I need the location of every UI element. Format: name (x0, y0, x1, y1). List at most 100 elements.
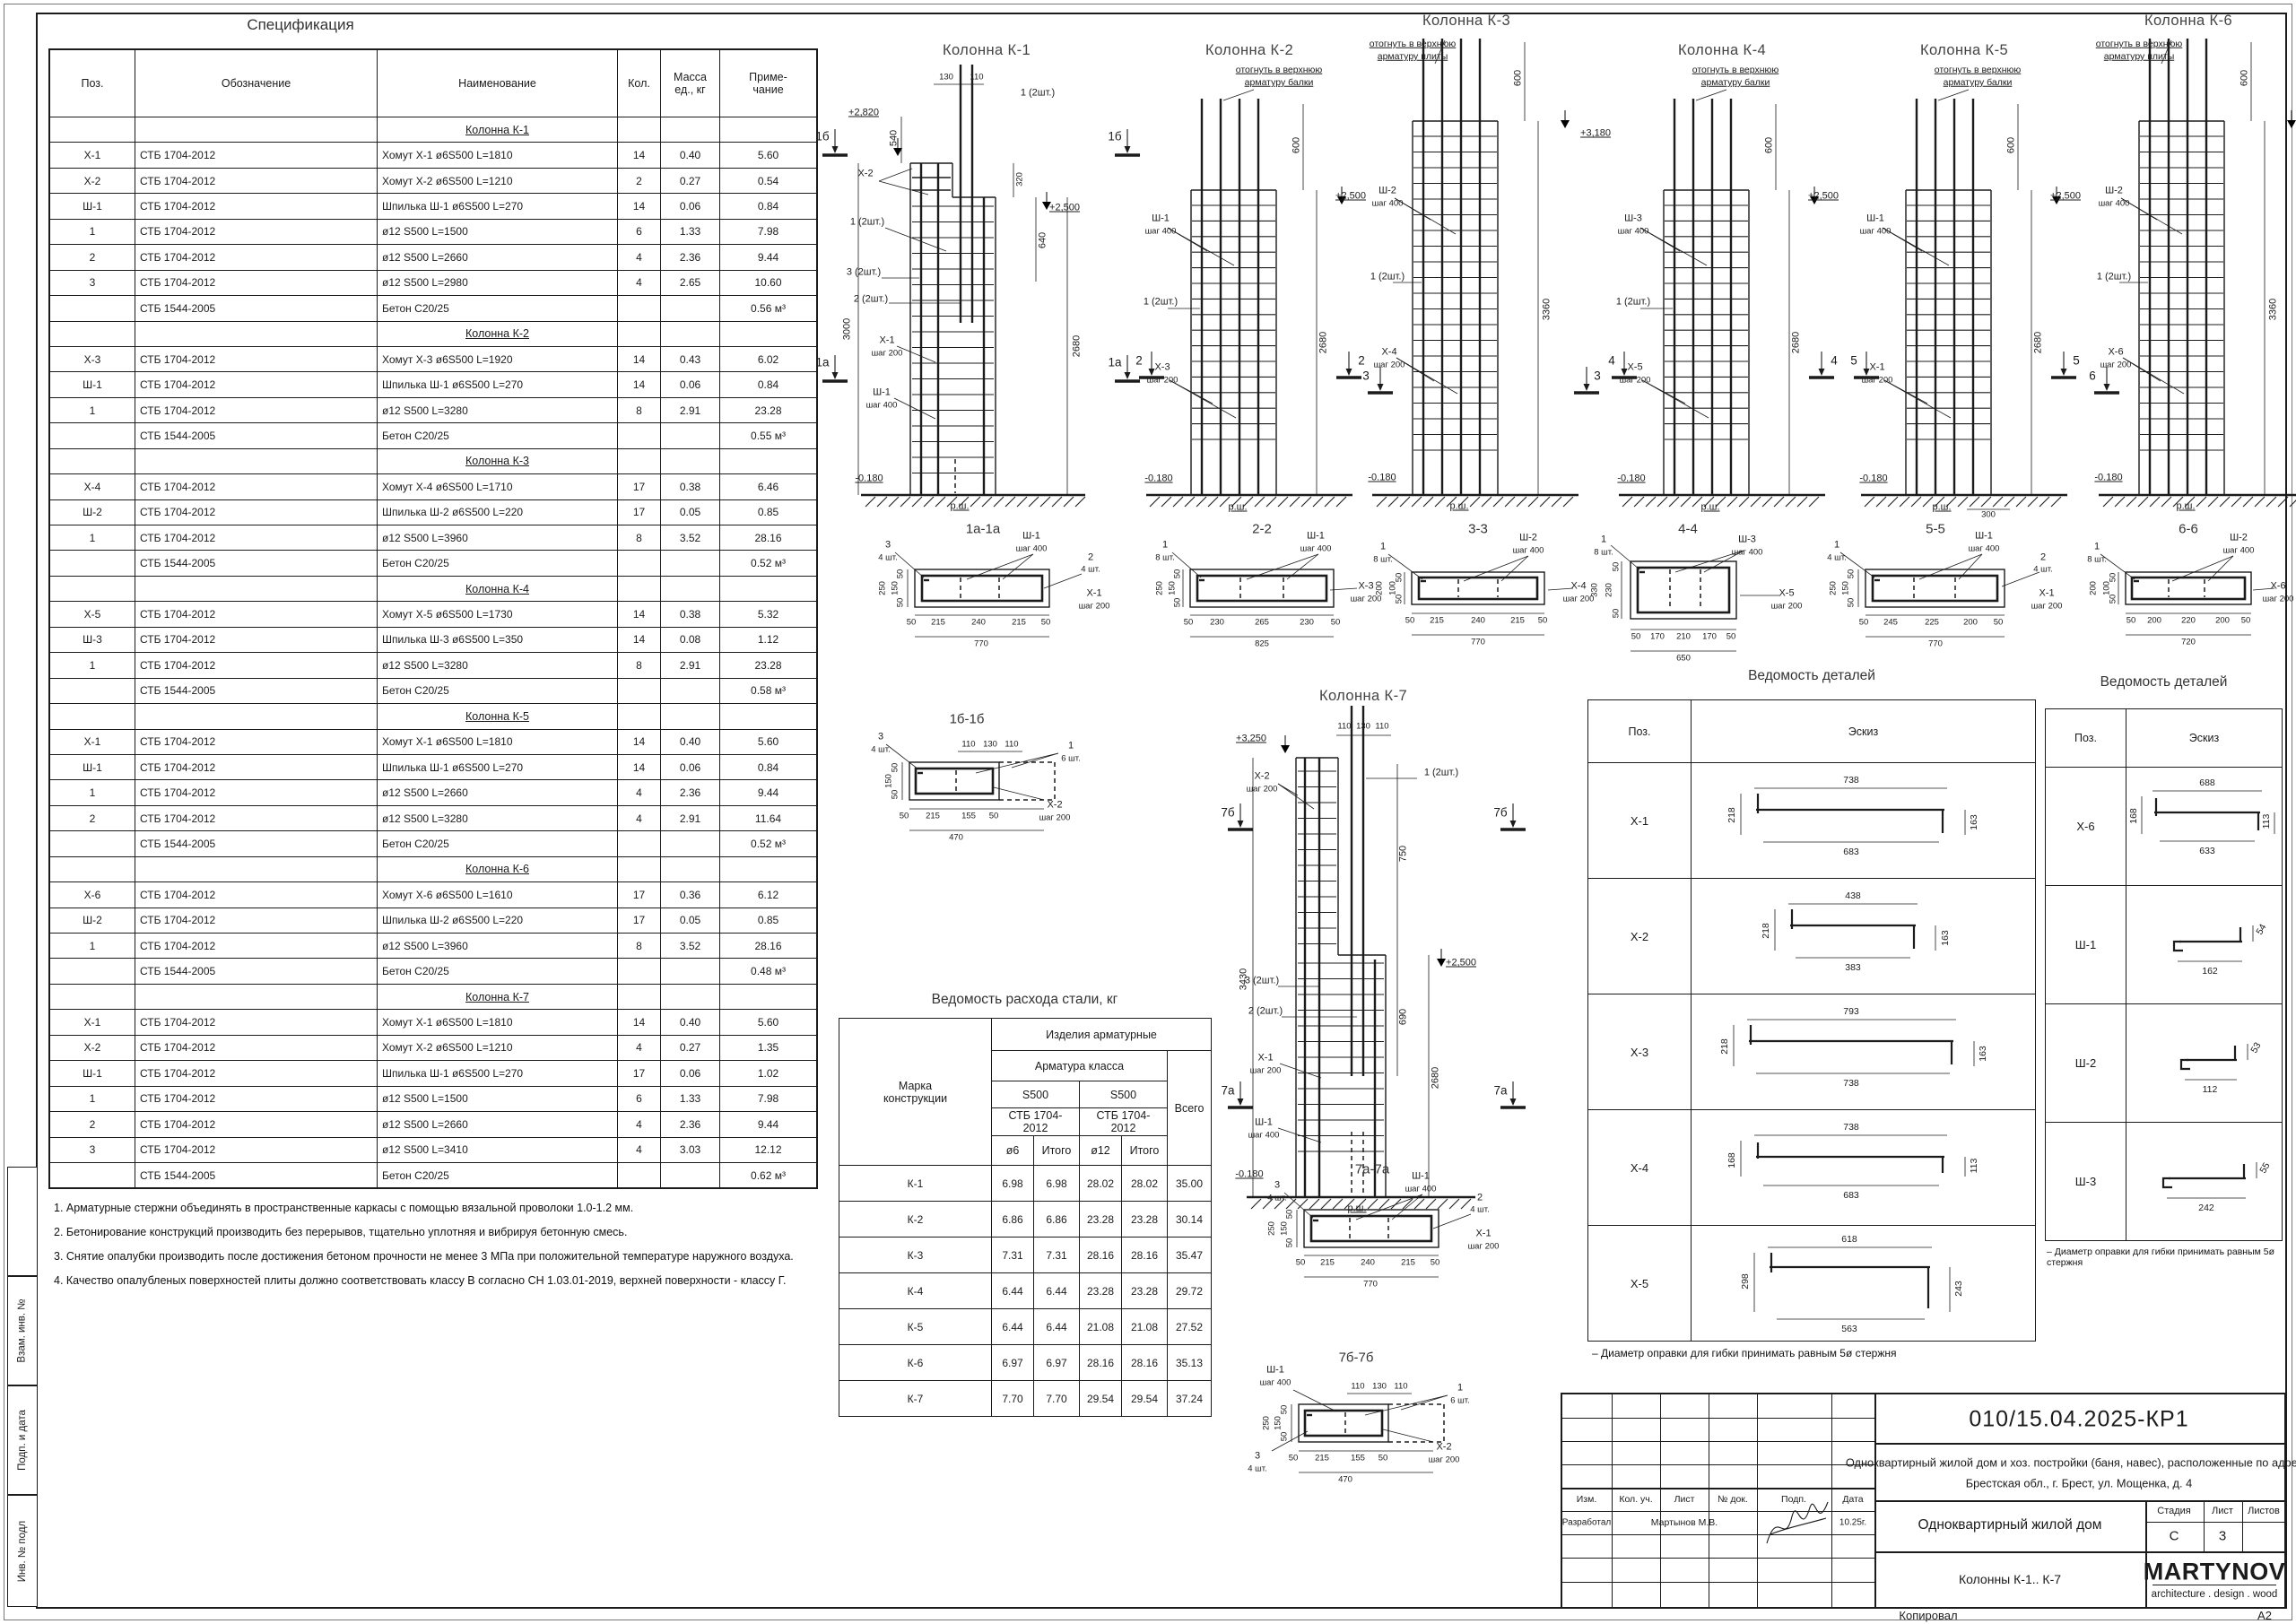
drawing-label: -0.180 (855, 473, 883, 484)
steel-header-itogo-2: Итого (1121, 1135, 1168, 1166)
drawing-label: 3 (884, 539, 891, 551)
drawing-label: шаг 400 (1300, 543, 1332, 554)
spec-cell: ø12 S500 L=3280 (377, 652, 618, 679)
dim-label: 163 (1978, 1046, 1988, 1062)
drawing-label: 50 (1846, 597, 1857, 608)
drawing-label: 150 (1273, 1416, 1283, 1430)
steel-cell: 23.28 (1079, 1272, 1122, 1309)
spec-cell: 0.06 (660, 371, 720, 398)
tb-desc-line2: Брестская обл., г. Брест, ул. Мощенка, д… (1965, 1476, 2193, 1490)
spec-cell (719, 703, 817, 730)
drawing-s44: 4-4 1 8 шт. Ш-3 шаг 400 Х-5 шаг 200 50 230 50 330 5… (1544, 518, 1813, 702)
spec-cell: Колонна К-4 (377, 575, 618, 603)
drawing-s1a: 1а-1а 3 4 шт. Ш-1 шаг 400 2 4 шт. Х-1 шаг 200 50 1… (832, 518, 1133, 693)
drawing-label: 230 (1604, 583, 1614, 597)
hook-sketch-x6: 688 168 113 633 (2128, 777, 2274, 856)
dim-label: 738 (1843, 1078, 1859, 1089)
drawing-label: 250 (1261, 1416, 1272, 1430)
spec-cell: 1 (49, 396, 135, 424)
title-block: Изм. Кол. уч. Лист № док. Подп. Дата Раз… (1561, 1393, 2296, 1609)
spec-cell: Шпилька Ш-2 ø6S500 L=220 (377, 907, 618, 934)
spec-cell (660, 703, 720, 730)
tb-logo: MARTYNOV (2143, 1558, 2286, 1585)
steel-header-s500-2: S500 (1079, 1081, 1168, 1108)
drawing-label: Ш-2 (1519, 532, 1537, 543)
detail-pos: Х-3 (1587, 994, 1692, 1110)
spec-cell: СТБ 1544-2005 (135, 422, 378, 449)
spec-row: 1 СТБ 1704-2012 ø12 S500 L=3960 8 3.52 28.16 (49, 932, 817, 960)
spec-row: 1 СТБ 1704-2012 ø12 S500 L=2660 4 2.36 9.44 (49, 779, 817, 806)
drawing-label: Ш-1 (1412, 1170, 1430, 1182)
spec-cell: 0.58 м³ (719, 677, 817, 705)
strip-box-vzam: Взам. инв. № (7, 1276, 38, 1385)
spec-cell: 0.38 (660, 473, 720, 500)
note-2: 2. Бетонирование конструкций производить… (54, 1226, 628, 1238)
tb-stage-value: С (2169, 1528, 2179, 1544)
details-row: Х-3 793 218 163 738 (1587, 994, 2036, 1110)
drawing-label: 50 (1284, 1238, 1295, 1248)
drawing-label: арматуру плиты (1377, 50, 1448, 62)
spec-cell (135, 983, 378, 1011)
spec-cell (719, 116, 817, 143)
drawing-label: 200 (2088, 581, 2099, 595)
steel-cell: 6.44 (1033, 1308, 1080, 1345)
spec-cell: 9.44 (719, 779, 817, 806)
dim-label: 163 (1969, 814, 1979, 830)
spec-cell (49, 116, 135, 143)
spec-cell: 2.91 (660, 652, 720, 679)
tb-desc-line1: Одноквартирный жилой дом и хоз. постройк… (1845, 1455, 2296, 1470)
spec-cell: 17 (617, 907, 661, 934)
drawing-label: 150 (1840, 581, 1851, 595)
drawing-label: отогнуть в верхнюю (2095, 38, 2183, 49)
details-row: Х-4 738 168 113 683 (1587, 1109, 2036, 1226)
spec-cell: 1 (49, 218, 135, 246)
spec-cell: 5.32 (719, 601, 817, 628)
drawing-label: р.ш. (950, 500, 970, 512)
drawing-label: 5-5 (1926, 521, 1945, 537)
dim-label: 53 (2248, 1040, 2263, 1055)
drawing-label: +2,820 (848, 107, 879, 118)
drawing-s22: 2-2 1 8 шт. Ш-1 шаг 400 Х-3 шаг 200 50 150 50 250 5… (1117, 518, 1395, 693)
spec-cell: СТБ 1544-2005 (135, 830, 378, 857)
details-table-right: Поз. Эскиз Х-6 688 168 113 633 Ш-1 162 54 (2045, 708, 2283, 1241)
steel-cell: 21.08 (1121, 1308, 1168, 1345)
spec-cell (617, 447, 661, 475)
drawing-label: 6 шт. (1450, 1395, 1470, 1406)
drawing-label: 50 (2108, 594, 2118, 604)
spec-cell: СТБ 1704-2012 (135, 371, 378, 398)
drawing-label: 1 (1457, 1382, 1464, 1394)
tb-col-list: Лист (1674, 1494, 1695, 1505)
drawing-label: 50 (1040, 617, 1051, 628)
spec-cell: Бетон С20/25 (377, 422, 618, 449)
drawing-label: 3 (1594, 369, 1601, 383)
drawing-label: 225 (1925, 617, 1939, 628)
spec-cell: 0.05 (660, 499, 720, 526)
drawing-label: 250 (877, 581, 888, 595)
spec-cell: СТБ 1704-2012 (135, 626, 378, 654)
spec-cell (135, 116, 378, 143)
steel-cell: 28.16 (1121, 1237, 1168, 1273)
spec-cell (660, 855, 720, 883)
spec-cell: Шпилька Ш-1 ø6S500 L=270 (377, 371, 618, 398)
spec-cell: Ш-1 (49, 193, 135, 220)
spec-group-row: Колонна К-1 (49, 116, 817, 143)
spec-cell: 0.08 (660, 626, 720, 654)
drawing-label: Х-4 (1570, 580, 1587, 592)
steel-cell: 6.44 (1033, 1272, 1080, 1309)
spec-row: Х-1 СТБ 1704-2012 Хомут Х-1 ø6S500 L=1810 1… (49, 728, 817, 755)
steel-cell: 27.52 (1166, 1308, 1213, 1345)
spec-cell: 7.98 (719, 1085, 817, 1113)
steel-cell: 6.98 (1033, 1165, 1080, 1202)
spec-row: СТБ 1544-2005 Бетон С20/25 0.55 м³ (49, 422, 817, 449)
spec-cell: СТБ 1704-2012 (135, 345, 378, 373)
dim-label: 162 (2202, 966, 2218, 977)
spec-row: Ш-1 СТБ 1704-2012 Шпилька Ш-1 ø6S500 L=270… (49, 193, 817, 220)
drawing-label: 4 (1831, 353, 1838, 368)
spec-cell: СТБ 1704-2012 (135, 1111, 378, 1138)
drawing-label: 155 (1351, 1453, 1365, 1463)
steel-cell: 29.54 (1079, 1380, 1122, 1417)
spec-cell: 0.05 (660, 907, 720, 934)
drawing-label: 6 (2089, 369, 2096, 383)
tb-date: 10.25г. (1839, 1517, 1867, 1528)
spec-cell (660, 320, 720, 347)
